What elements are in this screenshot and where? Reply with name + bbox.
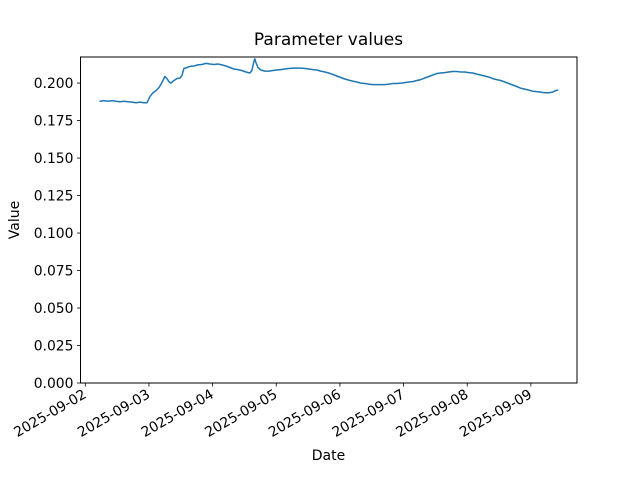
y-tick-label: 0.025 [34,338,74,354]
y-tick-label: 0.200 [34,76,74,92]
y-tick-label: 0.175 [34,113,74,129]
y-tick-label: 0.150 [34,151,74,167]
x-axis-label: Date [311,448,346,464]
y-tick-label: 0.075 [34,263,74,279]
data-line-parameter-value [99,58,559,104]
axes-frame [80,56,578,384]
y-tick-label: 0.100 [34,226,74,242]
chart-title: Parameter values [253,30,404,50]
x-tick-label: 2025-09-09 [457,387,535,441]
y-tick-label: 0.050 [34,301,74,317]
y-axis-label: Value [7,200,23,240]
y-tick-label: 0.000 [34,376,74,392]
y-tick-label: 0.125 [34,188,74,204]
